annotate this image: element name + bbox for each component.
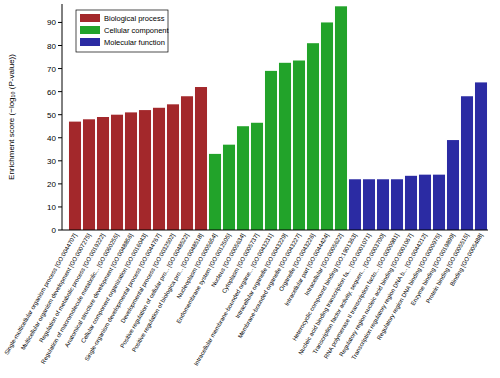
bar [405, 176, 417, 230]
y-tick [58, 68, 62, 69]
chart: 0102030405060708090Single-multicellular … [0, 0, 500, 378]
bar [377, 179, 389, 230]
y-tick [58, 91, 62, 92]
bar [265, 71, 277, 230]
bar [419, 175, 431, 230]
legend-label: Molecular function [104, 38, 165, 47]
bar [321, 22, 333, 230]
bar [111, 115, 123, 230]
y-axis [62, 4, 63, 230]
x-tick-label: Heterocyclic compound binding [GO:190136… [291, 232, 358, 342]
bar [251, 123, 263, 230]
bar [447, 140, 459, 230]
bars [69, 6, 487, 230]
y-tick [58, 22, 62, 23]
bar [335, 6, 347, 230]
bar [461, 96, 473, 230]
bar [97, 117, 109, 230]
y-tick-label: 40 [47, 134, 56, 143]
y-tick [58, 183, 62, 184]
bar [237, 126, 249, 230]
y-tick-label: 0 [52, 226, 57, 235]
bar [391, 179, 403, 230]
bar [475, 82, 487, 230]
x-tick-label: Intracellular organelle [GO:0043229] [234, 232, 288, 319]
bar [125, 112, 137, 230]
bar [209, 154, 221, 230]
y-tick [58, 137, 62, 138]
bar [363, 179, 375, 230]
bar [153, 108, 165, 230]
x-axis [62, 230, 488, 231]
y-tick [58, 160, 62, 161]
bar [307, 43, 319, 230]
y-tick [58, 114, 62, 115]
bar [293, 61, 305, 231]
bar [195, 87, 207, 230]
legend-swatch [80, 26, 100, 34]
legend-swatch [80, 14, 100, 22]
y-tick [58, 206, 62, 207]
x-tick-label: Membrane-bounded organelle [GO:0043227] [237, 232, 302, 339]
bar [223, 145, 235, 230]
x-tick-label: Developmental process [GO:0032502] [120, 232, 176, 324]
legend: Biological process Cellular component Mole… [76, 10, 170, 52]
bar [349, 179, 361, 230]
bar [83, 119, 95, 230]
y-tick-label: 60 [47, 88, 56, 97]
y-tick-label: 30 [47, 157, 56, 166]
x-tick-label: Regulatory region DNA binding [GO:000097… [376, 232, 442, 341]
y-axis-label: Enrichment score (−log₁₀ (P-value)) [7, 54, 16, 180]
bar [139, 110, 151, 230]
legend-swatch [80, 38, 100, 46]
y-tick-label: 20 [47, 180, 56, 189]
bar [69, 122, 81, 230]
bar [167, 104, 179, 230]
y-tick-label: 70 [47, 65, 56, 74]
y-tick-label: 50 [47, 111, 56, 120]
bar [181, 96, 193, 230]
y-tick [58, 230, 62, 231]
bar [433, 175, 445, 230]
y-tick-label: 80 [47, 42, 56, 51]
x-tick-label: Binding [GO:0005488] [449, 232, 484, 287]
legend-label: Biological process [104, 14, 165, 23]
bar [279, 63, 291, 230]
y-tick-label: 10 [47, 203, 56, 212]
y-tick-label: 90 [47, 18, 56, 27]
legend-label: Cellular component [104, 26, 170, 35]
y-tick [58, 45, 62, 46]
